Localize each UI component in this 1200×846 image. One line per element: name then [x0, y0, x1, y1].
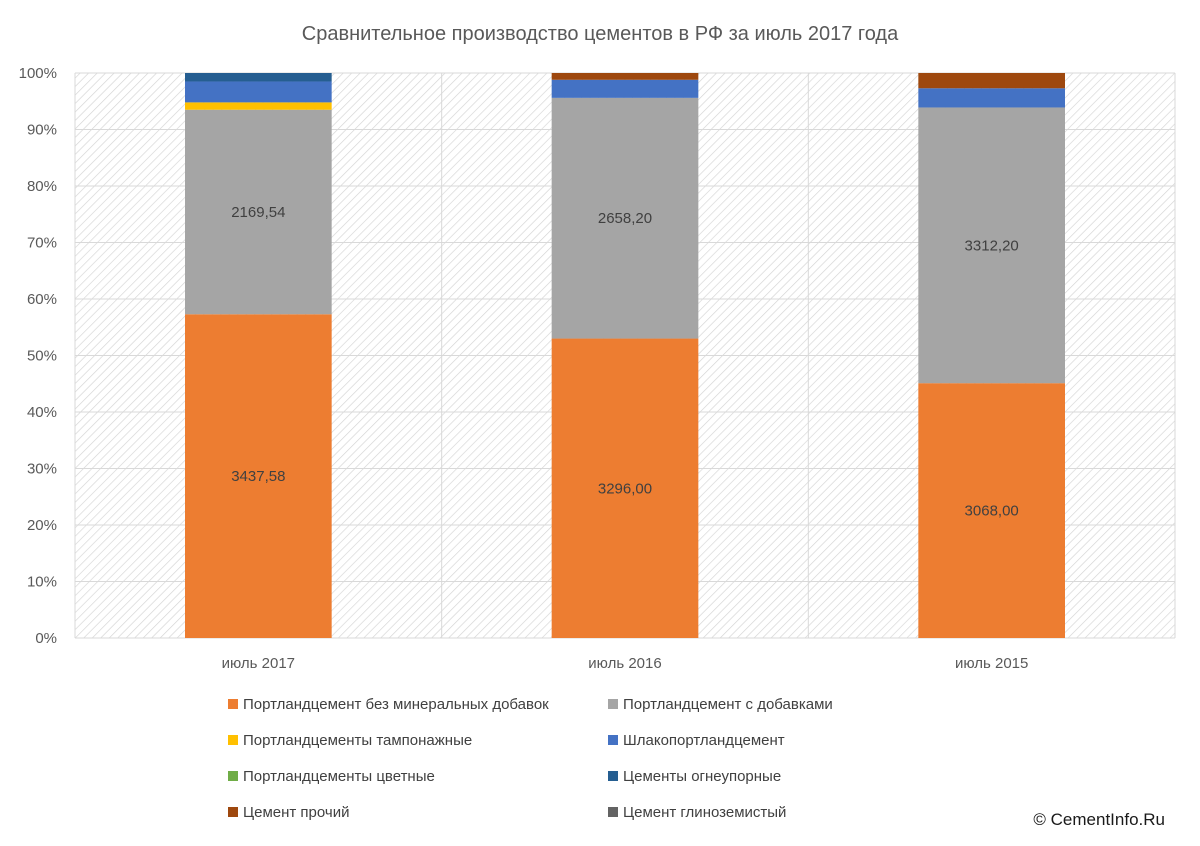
bar-segment: [185, 81, 332, 103]
y-tick-label: 100%: [19, 65, 57, 82]
x-tick-label: июль 2017: [222, 655, 295, 672]
plot-area: 0% 10% 20% 30% 40% 50% 60% 70% 80% 90% 100% 3437,58…: [19, 65, 1176, 672]
legend-swatch: [228, 771, 238, 781]
y-tick-label: 20%: [27, 517, 57, 534]
copyright-text: © CementInfo.Ru: [1033, 810, 1165, 829]
legend-swatch: [228, 735, 238, 745]
bar-segment: [918, 88, 1065, 108]
data-label: 3437,58: [231, 468, 285, 485]
legend-swatch: [608, 735, 618, 745]
y-tick-label: 0%: [35, 630, 57, 647]
bar-segment: [551, 73, 699, 80]
legend-label: Цемент глиноземистый: [623, 804, 786, 821]
bar-segment: [185, 109, 332, 315]
y-tick-label: 70%: [27, 235, 57, 252]
legend-label: Цемент прочий: [243, 804, 349, 821]
legend-label: Портландцементы тампонажные: [243, 732, 472, 749]
data-label: 3312,20: [965, 237, 1019, 254]
bar-segment: [551, 338, 699, 638]
y-tick-label: 90%: [27, 122, 57, 139]
legend-swatch: [608, 699, 618, 709]
legend-swatch: [608, 771, 618, 781]
data-label: 2658,20: [598, 210, 652, 227]
legend-label: Портландцемент без минеральных добавок: [243, 696, 549, 713]
legend-label: Портландцементы цветные: [243, 768, 435, 785]
bar-segment: [185, 73, 332, 82]
y-tick-label: 60%: [27, 291, 57, 308]
y-tick-label: 80%: [27, 178, 57, 195]
data-label: 3068,00: [965, 503, 1019, 520]
data-label: 3296,00: [598, 480, 652, 497]
legend-label: Цементы огнеупорные: [623, 768, 781, 785]
legend: Портландцемент без минеральных добавок По…: [228, 696, 833, 821]
bar-segment: [918, 73, 1065, 89]
bar-segment: [551, 79, 699, 98]
bar-segment: [918, 383, 1065, 638]
y-tick-label: 40%: [27, 404, 57, 421]
bar-segment: [551, 97, 699, 339]
y-tick-label: 50%: [27, 348, 57, 365]
legend-swatch: [608, 807, 618, 817]
legend-label: Шлакопортландцемент: [623, 732, 785, 749]
y-tick-label: 10%: [27, 574, 57, 591]
bar-segment: [918, 107, 1065, 384]
chart-title: Сравнительное производство цементов в РФ…: [302, 23, 899, 45]
x-tick-label: июль 2016: [588, 655, 661, 672]
bar-segment: [185, 102, 332, 110]
legend-swatch: [228, 699, 238, 709]
legend-label: Портландцемент с добавками: [623, 696, 833, 713]
y-tick-label: 30%: [27, 461, 57, 478]
bar-segment: [185, 314, 332, 638]
data-label: 2169,54: [231, 204, 285, 221]
legend-swatch: [228, 807, 238, 817]
x-tick-label: июль 2015: [955, 655, 1028, 672]
